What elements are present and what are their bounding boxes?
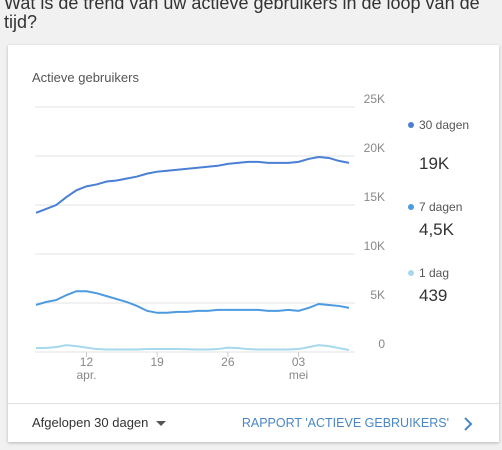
y-tick-label: 15K bbox=[364, 190, 385, 204]
y-tick-label: 20K bbox=[364, 141, 385, 155]
card: Actieve gebruikers Afgelopen 30 dagen RA… bbox=[8, 45, 499, 442]
chart-title: Actieve gebruikers bbox=[32, 70, 139, 85]
legend-label: 1 dag bbox=[419, 266, 450, 280]
range-label: Afgelopen 30 dagen bbox=[32, 415, 149, 430]
series-line bbox=[35, 344, 350, 352]
summary-value: 19K bbox=[419, 154, 450, 173]
series-line bbox=[35, 155, 350, 214]
legend-label: 7 dagen bbox=[419, 200, 463, 214]
legend-dot bbox=[408, 204, 414, 210]
y-tick-label: 0 bbox=[378, 337, 385, 351]
x-tick-sublabel: apr. bbox=[76, 368, 96, 382]
x-tick-sublabel: mei bbox=[289, 368, 308, 382]
series-line bbox=[35, 290, 350, 314]
chevron bbox=[464, 417, 473, 431]
dropdown-arrow bbox=[156, 420, 167, 426]
heading: Wat is de trend van uw actieve gebruiker… bbox=[4, 0, 480, 32]
report-link[interactable]: RAPPORT 'ACTIEVE GEBRUIKERS' bbox=[241, 416, 449, 430]
legend-dot bbox=[408, 270, 414, 276]
x-tick-label: 03 bbox=[292, 355, 306, 369]
y-tick-label: 25K bbox=[364, 92, 385, 106]
summary-value: 439 bbox=[419, 286, 448, 305]
y-tick-label: 10K bbox=[364, 239, 385, 253]
x-tick-label: 26 bbox=[221, 355, 235, 369]
y-tick-label: 5K bbox=[370, 288, 385, 302]
x-tick-label: 12 bbox=[80, 355, 94, 369]
summary-value: 4,5K bbox=[419, 220, 454, 239]
legend-dot bbox=[408, 122, 414, 128]
legend-label: 30 dagen bbox=[419, 118, 470, 132]
range-dropdown[interactable]: Afgelopen 30 dagen bbox=[32, 415, 167, 430]
x-tick-label: 19 bbox=[150, 355, 164, 369]
separator bbox=[8, 403, 499, 404]
